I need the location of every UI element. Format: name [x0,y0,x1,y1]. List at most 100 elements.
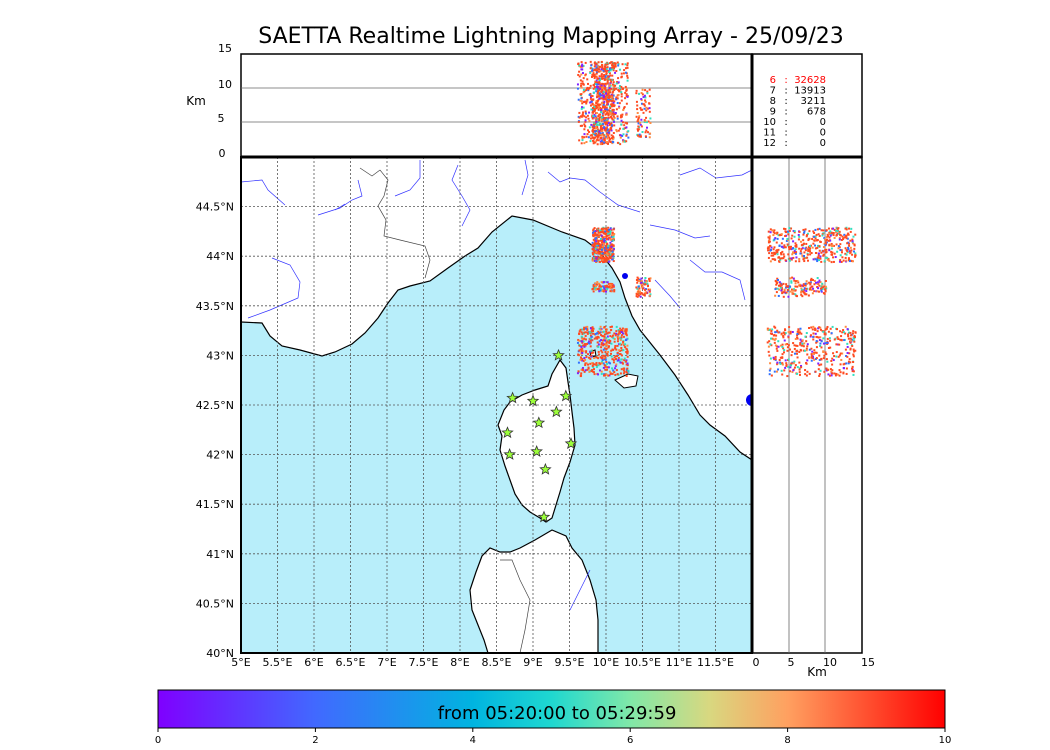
side-point [829,230,832,233]
lightning-point [613,233,616,236]
altitude-point [622,108,625,111]
side-point [769,231,772,234]
lightning-point [586,328,589,331]
side-point [789,257,792,260]
side-point [802,242,805,245]
side-point [782,336,785,339]
side-point [838,260,841,263]
side-point [773,325,776,328]
side-point [820,340,823,343]
lightning-point [589,357,592,360]
altitude-point [604,68,607,71]
lightning-point [604,230,607,233]
lightning-point [593,243,596,246]
altitude-point [600,60,603,63]
lightning-point [593,239,596,242]
lightning-point [588,370,591,373]
altitude-point [602,98,605,101]
altitude-point [601,88,604,91]
side-point [828,244,831,247]
altitude-point [608,105,611,108]
altitude-point [621,113,624,116]
lightning-point [584,358,587,361]
side-point [830,242,833,245]
altitude-point [609,99,612,102]
side-point [808,372,811,375]
altitude-point [612,94,615,97]
side-point [784,286,787,289]
side-point [794,364,797,367]
altitude-point [593,73,596,76]
lightning-point [626,367,629,370]
altitude-point [579,79,582,82]
side-point [802,285,805,288]
altitude-point [597,121,600,124]
altitude-point [597,120,600,123]
lightning-point [603,260,606,263]
lightning-point [593,337,596,340]
altitude-point [610,61,613,64]
count-row-label: 10 [763,117,776,128]
lightning-point [625,370,628,373]
altitude-point [606,101,609,104]
altitude-point [595,120,598,123]
side-point [818,374,821,377]
side-point [837,337,840,340]
side-point [814,247,817,250]
altitude-point [584,125,587,128]
lightning-point [604,240,607,243]
side-point [812,258,815,261]
side-point [850,339,853,342]
altitude-point [601,128,604,131]
lightning-point [615,363,618,366]
side-point [820,229,823,232]
side-point [854,336,857,339]
side-point [817,254,820,257]
side-point [767,249,770,252]
lightning-point [602,285,605,288]
side-point [784,259,787,262]
lightning-point [636,291,639,294]
side-point [829,234,832,237]
side-point [771,337,774,340]
side-point [830,332,833,335]
altitude-point [624,91,627,94]
altitude-point [613,113,616,116]
lightning-point [594,247,597,250]
altitude-point [610,87,613,90]
side-point [806,234,809,237]
side-point [771,328,774,331]
side-point [778,260,781,263]
lightning-point [583,326,586,329]
altitude-point [611,117,614,120]
side-point [787,358,790,361]
side-point [845,367,848,370]
lightning-point [638,287,641,290]
side-point [816,246,819,249]
lightning-point [604,339,607,342]
altitude-point [594,136,597,139]
lightning-point [607,285,610,288]
altitude-point [617,93,620,96]
side-point [828,259,831,262]
side-point [846,351,849,354]
side-point [774,337,777,340]
altitude-point [588,111,591,114]
side-point [848,258,851,261]
side-point [842,366,845,369]
lightning-point [644,291,647,294]
altitude-point [597,95,600,98]
lightning-point [603,258,606,261]
altitude-point [643,107,646,110]
altitude-point [592,116,595,119]
altitude-point [621,121,624,124]
side-point [790,354,793,357]
side-point [809,286,812,289]
side-point [781,291,784,294]
side-point [807,249,810,252]
altitude-point [612,115,615,118]
altitude-point [596,77,599,80]
altitude-point [611,94,614,97]
altitude-point [626,74,629,77]
side-point [775,283,778,286]
